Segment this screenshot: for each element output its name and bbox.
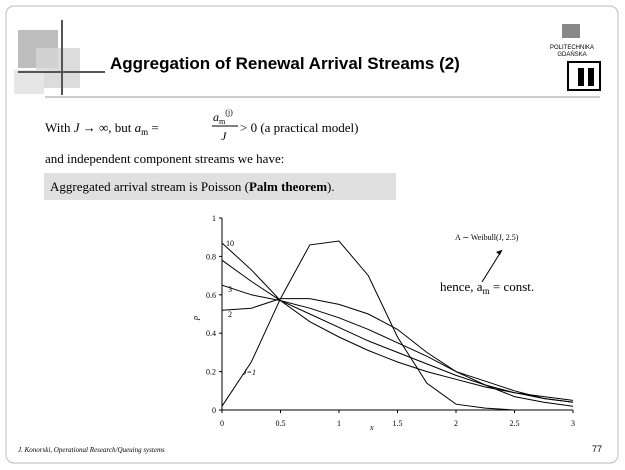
text-line: > 0 (a practical model) (240, 120, 359, 135)
footer-author: J. Konorski, Operational Research/Queuin… (18, 446, 165, 454)
slide-frame (5, 5, 619, 464)
highlight-box (44, 173, 396, 200)
x-tick-label: 2 (454, 419, 458, 428)
x-tick-label: 3 (571, 419, 575, 428)
x-tick-label: 1 (337, 419, 341, 428)
y-tick-label: 0.2 (206, 368, 216, 377)
chart: A ∼ Weibull(J, 2.5) hence, am = const. 0… (191, 214, 575, 432)
fraction-numerator: am(j) (213, 108, 233, 126)
curve-label: J=1 (243, 368, 256, 377)
decoration (14, 20, 105, 95)
y-tick-label: 0.6 (206, 291, 216, 300)
box-text: Aggregated arrival stream is Poisson (Pa… (50, 179, 335, 194)
fraction-denominator: J (221, 129, 227, 143)
series-line (221, 242, 574, 401)
page-number: 77 (592, 444, 602, 454)
curve-label: 10 (226, 239, 234, 248)
y-tick-label: 0.8 (206, 252, 216, 261)
y-tick-label: 0 (212, 406, 216, 415)
x-tick-label: 2.5 (510, 419, 520, 428)
annotation: hence, am = const. (440, 279, 534, 296)
arrow-head (496, 250, 502, 255)
curve-label: 2 (228, 310, 232, 319)
slide-title: Aggregation of Renewal Arrival Streams (… (110, 54, 460, 73)
x-tick-label: 1.5 (393, 419, 403, 428)
y-tick-label: 0.4 (206, 329, 216, 338)
x-tick-label: 0 (220, 419, 224, 428)
y-tick-label: 1 (212, 214, 216, 223)
text-line: With J → ∞, but am = (45, 120, 159, 137)
curve-label: 3 (228, 285, 232, 294)
series-line (221, 298, 574, 407)
arrow (481, 249, 503, 283)
x-tick-label: 0.5 (276, 419, 286, 428)
x-axis-label: x (369, 423, 374, 432)
logo-text: POLITECHNIKA (550, 45, 594, 51)
annotation: A ∼ Weibull(J, 2.5) (455, 233, 519, 242)
logo: POLITECHNIKA GDAŃSKA (550, 24, 601, 91)
logo-text: GDAŃSKA (557, 51, 586, 58)
text-line: and independent component streams we hav… (45, 151, 284, 166)
y-axis-label: p (191, 316, 200, 321)
